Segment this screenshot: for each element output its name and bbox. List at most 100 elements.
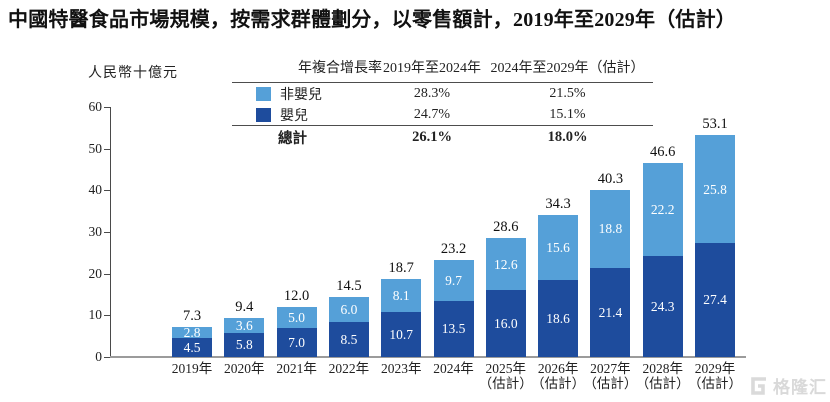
bar-segment-infant: 24.3 bbox=[642, 255, 683, 357]
bar-segment-non-infant: 25.8 bbox=[695, 135, 735, 243]
bar-total-label: 28.6 bbox=[493, 218, 519, 235]
y-axis-line bbox=[110, 107, 111, 357]
bar-value-non-infant: 22.2 bbox=[650, 202, 675, 217]
y-tick-mark bbox=[104, 232, 110, 233]
bar-segment-non-infant: 5.0 bbox=[276, 307, 317, 328]
x-axis-label: 2020年 bbox=[224, 361, 265, 376]
bar-segment-infant: 21.4 bbox=[590, 267, 631, 357]
bar-segment-non-infant: 12.6 bbox=[485, 237, 526, 291]
x-axis-label: 2021年 bbox=[276, 361, 317, 376]
bar-value-infant: 7.0 bbox=[288, 334, 306, 350]
bar-segment-non-infant: 6.0 bbox=[328, 296, 369, 322]
bar-2020年: 3.6 5.8 bbox=[224, 317, 265, 357]
bar-2022年: 6.0 8.5 bbox=[328, 296, 369, 357]
x-axis-label: 2027年 （估計） bbox=[583, 361, 638, 391]
cagr-total-2019-2024: 26.1% bbox=[412, 129, 452, 145]
x-axis-label: 2024年 bbox=[433, 361, 474, 376]
cagr-table-header-row: 年複合增長率 2019年至2024年 2024年至2029年（估計） bbox=[232, 56, 653, 82]
legend-row-non-infant: 非嬰兒 28.3% 21.5% bbox=[232, 83, 653, 104]
bar-value-non-infant: 15.6 bbox=[546, 239, 570, 255]
bar-value-non-infant: 25.8 bbox=[703, 181, 727, 197]
bar-total-label: 40.3 bbox=[597, 170, 624, 187]
legend-item-non-infant: 非嬰兒 bbox=[232, 84, 382, 104]
y-axis-title: 人民幣十億元 bbox=[88, 66, 178, 81]
y-tick-mark bbox=[104, 315, 110, 317]
y-tick-label: 30 bbox=[88, 224, 103, 239]
bar-segment-non-infant: 15.6 bbox=[538, 214, 579, 280]
watermark-text: 格隆汇 bbox=[773, 378, 827, 397]
bar-value-infant: 27.4 bbox=[703, 292, 727, 308]
x-axis-label: 2028年 （估計） bbox=[635, 361, 690, 391]
bar-2024年: 9.7 13.5 bbox=[433, 260, 474, 357]
y-tick-label: 0 bbox=[95, 349, 102, 364]
bar-total-label: 7.3 bbox=[182, 307, 202, 324]
bar-segment-non-infant: 2.8 bbox=[172, 326, 212, 339]
bar-value-infant: 5.8 bbox=[235, 337, 253, 353]
bar-value-infant: 13.5 bbox=[441, 321, 466, 337]
cagr-header-metric: 年複合增長率 bbox=[298, 61, 382, 76]
cagr-header-2019-2024: 2019年至2024年 bbox=[383, 61, 481, 76]
cagr-value-non-infant-2019-2024: 28.3% bbox=[413, 85, 451, 101]
table-rule-top bbox=[232, 82, 653, 83]
cagr-total-row: 總計 26.1% 18.0% bbox=[232, 126, 653, 149]
gelonghui-logo-icon bbox=[751, 376, 766, 395]
bar-segment-non-infant: 18.8 bbox=[590, 189, 631, 268]
bar-value-non-infant: 12.6 bbox=[493, 256, 518, 272]
bar-segment-infant: 16.0 bbox=[485, 290, 526, 357]
legend-swatch-non-infant-icon bbox=[256, 86, 271, 101]
x-axis-label: 2023年 bbox=[380, 361, 422, 376]
bar-value-infant: 21.4 bbox=[598, 304, 623, 320]
bar-2028年: 22.2 24.3 bbox=[642, 163, 683, 357]
bar-segment-infant: 7.0 bbox=[276, 327, 317, 357]
x-axis-label: 2026年 （估計） bbox=[531, 361, 586, 391]
y-tick-label: 40 bbox=[88, 182, 103, 198]
bar-total-label: 23.2 bbox=[440, 241, 467, 258]
cagr-table: 年複合增長率 2019年至2024年 2024年至2029年（估計） 非嬰兒 2… bbox=[232, 56, 653, 149]
bar-value-infant: 16.0 bbox=[493, 316, 518, 332]
bar-segment-infant: 5.8 bbox=[224, 332, 265, 357]
y-tick-mark bbox=[104, 107, 110, 108]
bar-segment-non-infant: 3.6 bbox=[224, 317, 265, 333]
bar-segment-infant: 13.5 bbox=[433, 300, 474, 357]
bar-2027年: 18.8 21.4 bbox=[590, 189, 631, 358]
bar-segment-non-infant: 9.7 bbox=[433, 260, 474, 301]
bar-value-infant: 18.6 bbox=[546, 310, 570, 326]
bar-total-label: 9.4 bbox=[235, 298, 254, 315]
bar-2029年: 25.8 27.4 bbox=[695, 135, 735, 357]
bar-total-label: 46.6 bbox=[650, 144, 676, 161]
bar-segment-infant: 4.5 bbox=[172, 338, 212, 357]
x-axis-label: 2022年 bbox=[328, 361, 370, 376]
y-tick-label: 60 bbox=[88, 99, 103, 114]
bar-value-non-infant: 8.1 bbox=[392, 288, 410, 304]
y-tick-mark bbox=[104, 190, 110, 192]
bar-value-non-infant: 18.8 bbox=[598, 221, 623, 237]
y-tick-label: 50 bbox=[88, 140, 103, 156]
bar-value-non-infant: 5.0 bbox=[288, 309, 306, 325]
bar-value-infant: 10.7 bbox=[389, 327, 413, 343]
y-tick-mark bbox=[104, 273, 110, 275]
bar-total-label: 12.0 bbox=[283, 288, 310, 304]
bar-value-infant: 4.5 bbox=[183, 340, 201, 356]
bar-value-non-infant: 9.7 bbox=[445, 273, 462, 289]
bar-2023年: 8.1 10.7 bbox=[381, 278, 422, 357]
cagr-value-infant-2019-2024: 24.7% bbox=[413, 106, 451, 122]
cagr-total-2024-2029: 18.0% bbox=[547, 129, 588, 145]
cagr-value-non-infant-2024-2029: 21.5% bbox=[549, 85, 586, 101]
page-title: 中國特醫食品市場規模，按需求群體劃分，以零售額計，2019年至2029年（估計） bbox=[8, 9, 736, 31]
bar-segment-infant: 8.5 bbox=[328, 321, 369, 357]
gelonghui-watermark: 格隆汇 bbox=[746, 373, 827, 398]
bar-value-non-infant: 3.6 bbox=[235, 317, 253, 333]
y-tick-label: 10 bbox=[88, 307, 103, 323]
bar-2019年: 2.8 4.5 bbox=[172, 326, 212, 357]
y-tick-mark bbox=[104, 148, 110, 150]
bar-value-non-infant: 6.0 bbox=[340, 301, 358, 317]
legend-label-infant: 嬰兒 bbox=[280, 108, 308, 124]
x-axis-baseline bbox=[110, 356, 746, 358]
bar-total-label: 14.5 bbox=[336, 277, 362, 294]
bar-2026年: 15.6 18.6 bbox=[538, 214, 579, 357]
y-tick-mark bbox=[104, 357, 110, 358]
cagr-value-infant-2024-2029: 15.1% bbox=[549, 106, 586, 122]
x-axis-label: 2029年 （估計） bbox=[688, 361, 742, 391]
bar-segment-non-infant: 8.1 bbox=[381, 278, 422, 313]
